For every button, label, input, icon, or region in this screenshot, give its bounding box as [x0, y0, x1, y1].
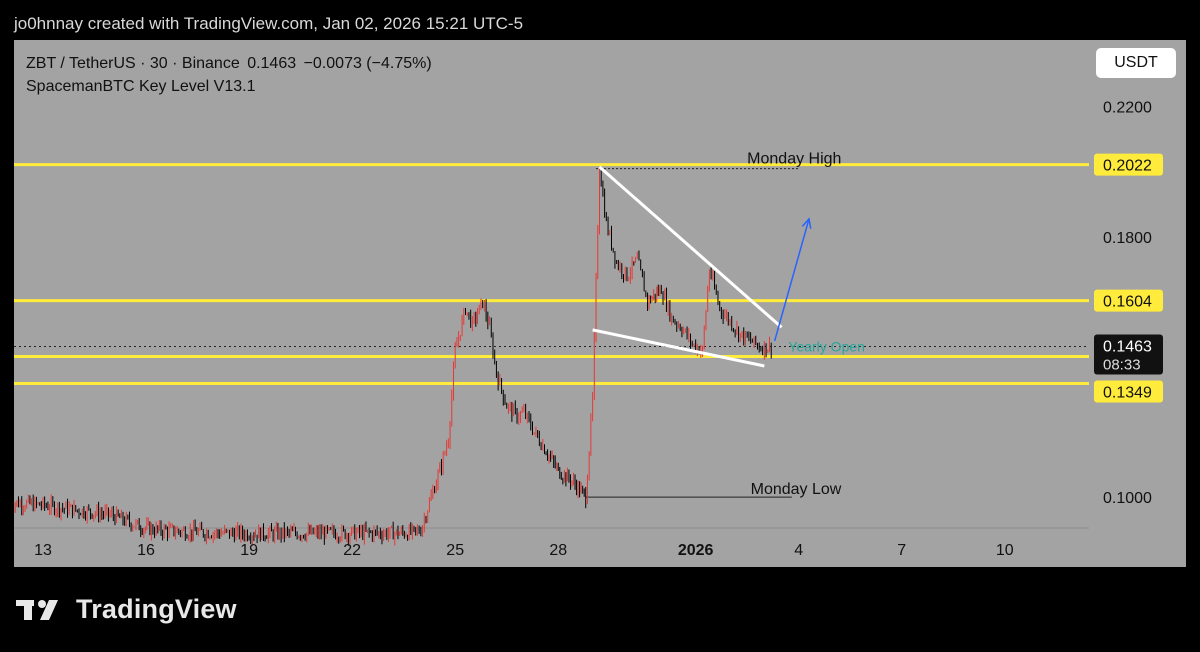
time-axis-tick: 2026: [678, 542, 714, 559]
time-axis-tick: 7: [897, 542, 906, 559]
currency-button[interactable]: USDT: [1096, 48, 1176, 78]
key-level-price-label: 0.1349: [1103, 385, 1152, 402]
time-axis-tick: 19: [240, 542, 258, 559]
key-level-price-label: 0.1604: [1103, 294, 1152, 311]
monday-high-label: Monday High: [747, 151, 841, 168]
indicator-name[interactable]: SpacemanBTC Key Level V13.1: [26, 78, 256, 95]
price-axis-tick: 0.2200: [1103, 100, 1152, 117]
price-axis-tick: 0.1800: [1103, 230, 1152, 247]
candle-countdown: 08:33: [1103, 356, 1141, 373]
chart-watermark: jo0hnnay created with TradingView.com, J…: [14, 14, 524, 33]
monday-low-label: Monday Low: [751, 481, 842, 498]
price-change: −0.0073 (−4.75%): [303, 55, 432, 72]
time-axis-tick: 10: [996, 542, 1014, 559]
tradingview-logo-icon: [16, 599, 58, 620]
current-price: 0.1463: [247, 55, 297, 72]
time-axis-tick: 28: [549, 542, 567, 559]
wedge-trend-line[interactable]: [598, 165, 783, 329]
brand-footer: TradingView: [16, 594, 237, 625]
time-axis-tick: 25: [446, 542, 464, 559]
time-axis-tick: 22: [343, 542, 361, 559]
yearly-open-label: Yearly Open: [788, 338, 865, 354]
key-level-price-label: 0.2022: [1103, 158, 1152, 175]
time-axis[interactable]: [14, 528, 1186, 567]
projection-arrow[interactable]: [773, 218, 810, 342]
chart-legend: ZBT / TetherUS · 30 · Binance 0.1463 −0.…: [26, 52, 435, 98]
key-level-price-tag[interactable]: [1094, 153, 1163, 176]
price-axis-tick: 0.1000: [1103, 490, 1152, 507]
brand-name: TradingView: [76, 594, 237, 624]
projection-arrow-head-icon: [801, 217, 812, 229]
last-price-tag[interactable]: [1094, 334, 1163, 375]
time-axis-tick: 13: [34, 542, 52, 559]
last-price-label: 0.1463: [1103, 338, 1152, 355]
wedge-trend-line[interactable]: [592, 328, 765, 368]
candlestick-chart[interactable]: Monday High Monday Low Yearly Open 0.2200 0.…: [14, 40, 1186, 567]
symbol-info[interactable]: ZBT / TetherUS · 30 · Binance: [26, 55, 240, 72]
time-axis-tick: 16: [137, 542, 155, 559]
key-level-price-tag[interactable]: [1094, 289, 1163, 312]
time-axis-tick: 4: [794, 542, 803, 559]
chart-frame[interactable]: Monday High Monday Low Yearly Open 0.2200 0.…: [14, 40, 1186, 567]
key-level-price-tag[interactable]: [1094, 380, 1163, 403]
